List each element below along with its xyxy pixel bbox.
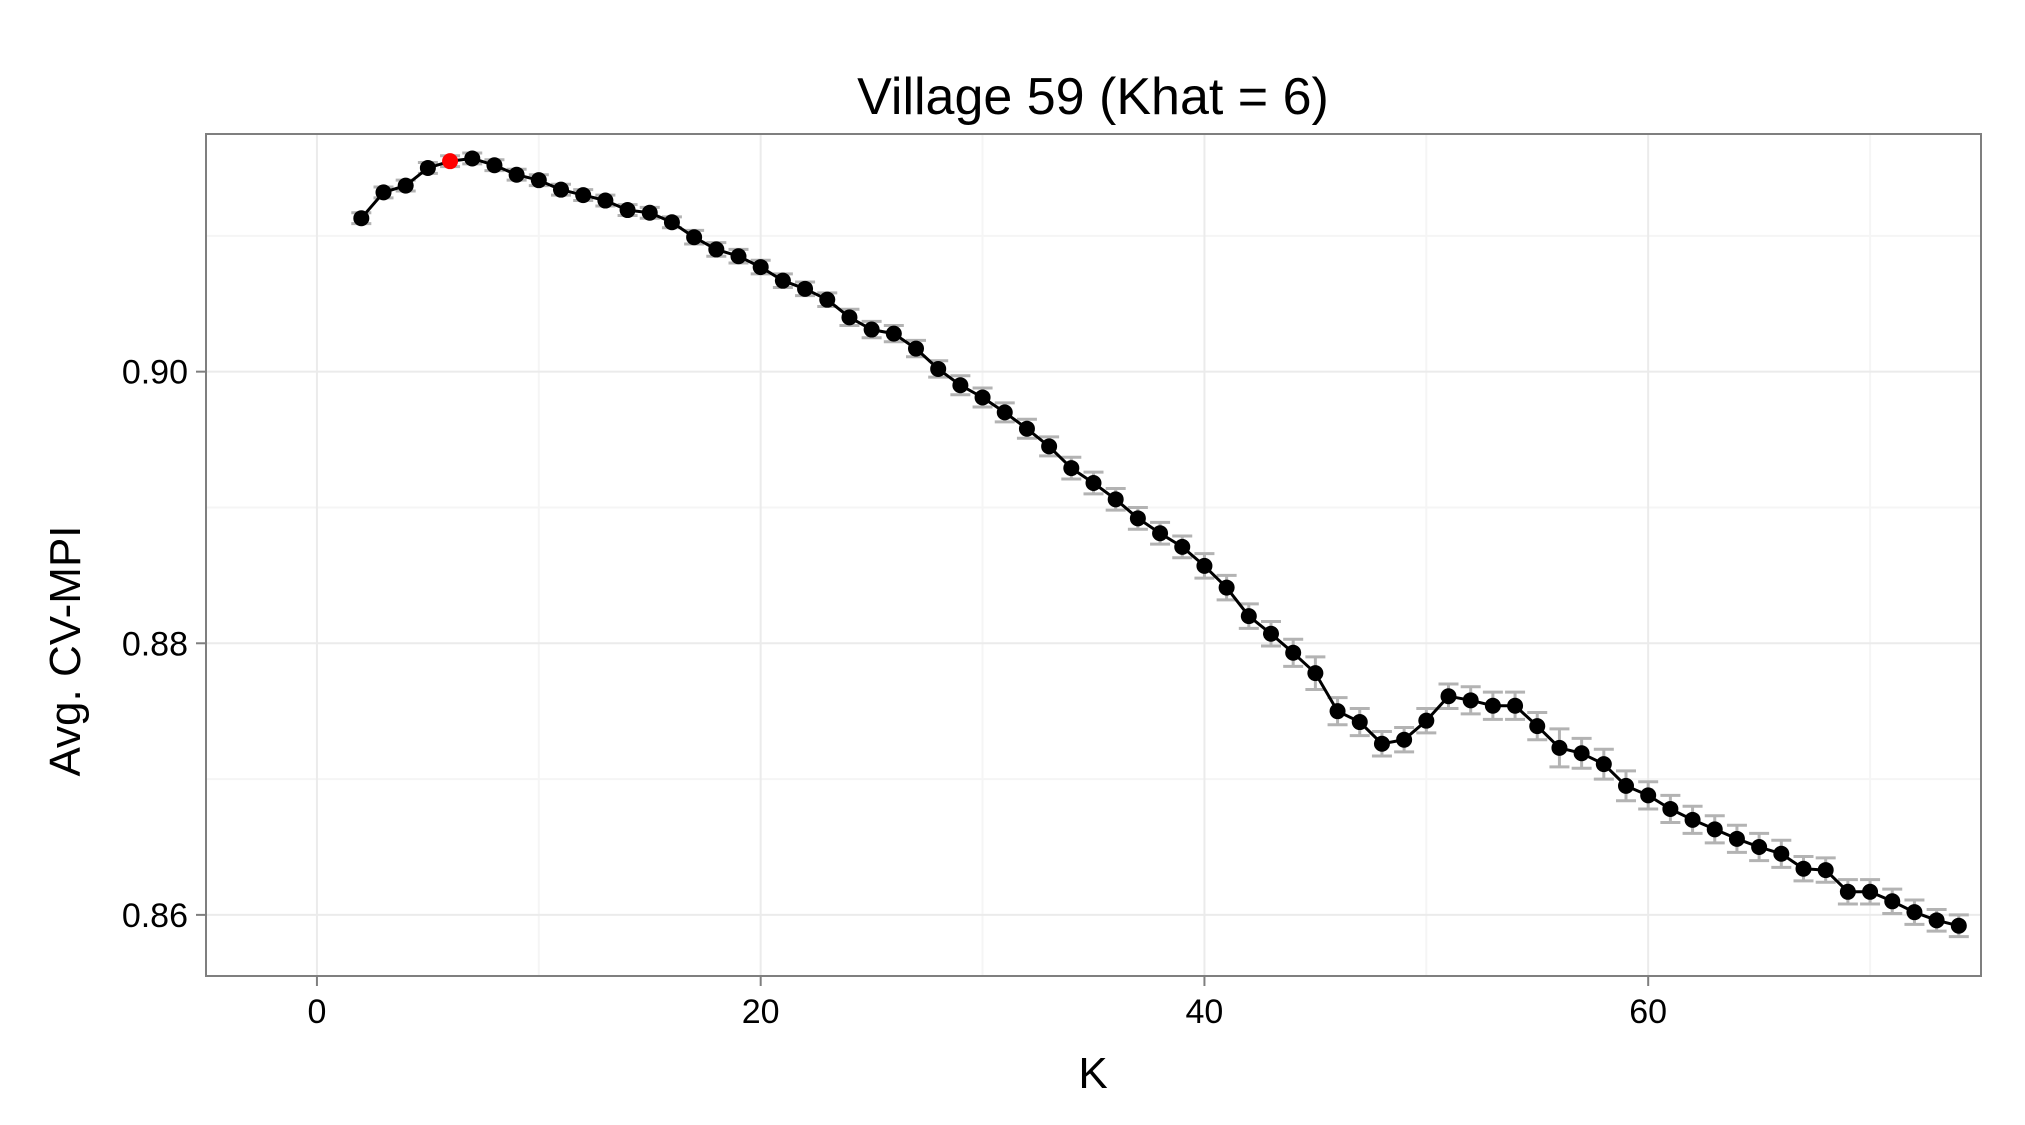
data-point [1263,625,1279,642]
data-point [908,340,924,357]
data-point [1285,644,1302,661]
data-point [1573,745,1590,762]
data-point [1018,420,1035,437]
data-point [1507,697,1524,714]
panel-border [205,133,1982,977]
data-point [663,214,680,231]
y-tick-label: 0.86 [122,897,188,935]
data-point [1440,688,1457,705]
data-point [1662,800,1679,817]
data-point [464,150,481,167]
x-tick-label: 20 [742,993,780,1031]
highlight-point [442,153,459,170]
data-point [575,187,592,204]
data-point [1728,830,1745,847]
data-point [1839,883,1856,900]
data-point [397,177,414,194]
data-point [1174,538,1191,555]
data-point [885,325,902,342]
data-point [353,210,370,227]
data-point [996,404,1013,421]
data-point [952,377,969,394]
data-point [797,280,814,297]
data-point [1152,525,1169,542]
data-point [1351,714,1368,731]
data-point [641,204,658,221]
data-point [1462,692,1479,709]
data-point [1196,557,1213,574]
data-point [974,389,991,406]
data-point [752,259,769,276]
data-point [619,202,636,219]
data-point [508,166,525,183]
x-axis-label: K [1078,1049,1107,1098]
data-point [686,229,703,246]
data-point [1618,777,1634,794]
data-point [1418,712,1435,729]
data-point [774,272,791,289]
data-point [930,360,947,377]
data-point [1884,893,1901,910]
data-point [1773,845,1790,862]
data-point [1129,510,1146,527]
data-point [1950,917,1967,934]
y-tick-label: 0.90 [122,354,188,392]
data-point [1906,904,1923,921]
data-point [1795,860,1812,877]
data-point [1373,735,1390,752]
data-point [1928,912,1945,929]
data-point [1640,787,1657,804]
data-point [1706,821,1723,838]
data-point [597,192,614,209]
data-point [553,181,569,198]
chart-title: Village 59 (Khat = 6) [857,68,1329,126]
data-point [1063,460,1080,477]
x-tick-label: 0 [307,993,326,1031]
data-point [1396,731,1413,748]
data-point [1862,883,1879,900]
data-point [708,241,725,258]
data-point [841,309,858,326]
data-point [1307,665,1324,682]
data-point [375,184,392,201]
data-point [1107,491,1124,508]
y-axis-label: Avg. CV-MPI [41,525,90,776]
data-point [1751,838,1768,855]
data-point [486,157,503,174]
data-point [1085,475,1102,492]
data-point [730,248,747,265]
data-point [819,291,836,308]
data-point [1817,862,1834,879]
data-point [419,159,436,176]
x-tick-label: 60 [1629,993,1667,1031]
plot-panel [206,134,1981,976]
data-point [1529,718,1546,735]
data-point [1041,438,1058,455]
data-point [1551,739,1568,756]
data-point [1484,697,1501,714]
data-point [1240,608,1257,625]
data-point [1218,579,1235,596]
data-point [1684,811,1701,828]
data-point [530,172,547,189]
data-point [863,321,880,338]
y-tick-label: 0.88 [122,625,188,663]
x-tick-label: 40 [1186,993,1224,1031]
data-point [1329,703,1346,720]
data-point [1595,756,1612,773]
